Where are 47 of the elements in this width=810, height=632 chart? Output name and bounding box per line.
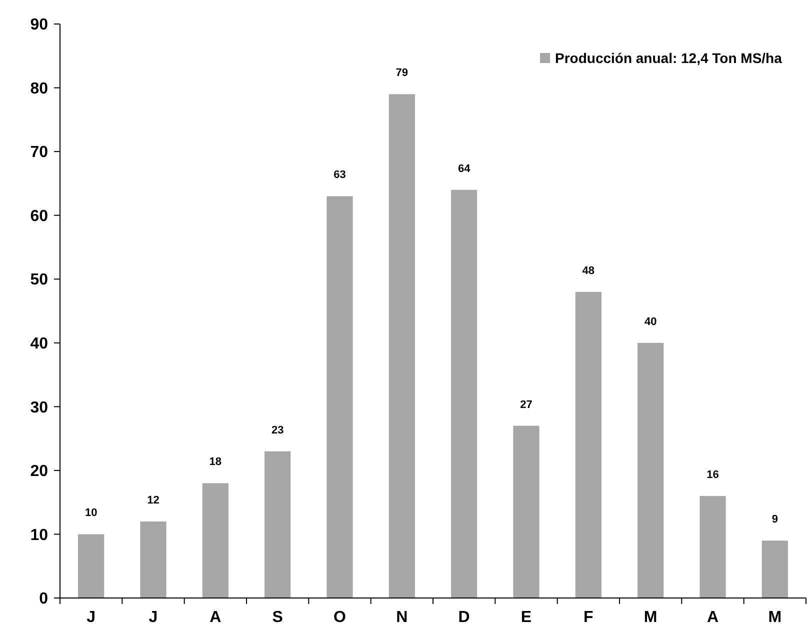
- bar: [140, 521, 166, 598]
- x-tick-label: S: [272, 609, 284, 626]
- bar: [700, 496, 726, 598]
- data-label: 79: [396, 67, 408, 80]
- data-label: 10: [84, 507, 98, 520]
- x-tick-label: J: [86, 609, 96, 626]
- bar: [202, 483, 228, 598]
- x-tick-label: M: [768, 609, 782, 626]
- x-tick-label: A: [706, 609, 719, 626]
- data-label: 18: [209, 456, 222, 468]
- bar: [451, 190, 478, 598]
- data-label: 16: [706, 468, 719, 481]
- bar: [388, 94, 415, 598]
- x-tick-label: A: [210, 609, 222, 626]
- y-tick-label: 60: [30, 208, 48, 225]
- bar: [513, 426, 540, 598]
- data-label: 12: [147, 494, 160, 506]
- x-tick-label: J: [148, 609, 158, 626]
- bar: [78, 534, 104, 598]
- y-tick-label: 80: [30, 80, 48, 98]
- bar: [264, 451, 291, 598]
- y-tick-label: 10: [30, 526, 48, 544]
- data-label: 63: [334, 169, 346, 182]
- data-label: 9: [772, 514, 778, 526]
- y-tick-label: 30: [30, 399, 48, 416]
- data-label: 48: [582, 264, 595, 277]
- y-tick-label: 20: [30, 463, 48, 480]
- x-tick-label: F: [584, 609, 594, 626]
- y-tick-label: 70: [30, 144, 48, 162]
- x-tick-label: M: [644, 609, 658, 626]
- data-label: 23: [271, 424, 284, 436]
- data-label: 64: [458, 162, 472, 175]
- bar: [575, 292, 602, 598]
- data-label: 27: [520, 398, 532, 411]
- x-tick-label: O: [334, 609, 346, 626]
- y-tick-label: 50: [30, 272, 48, 289]
- y-tick-label: 0: [39, 590, 48, 608]
- legend-label: Producción anual: 12,4 Ton MS/ha: [555, 50, 782, 66]
- bar: [762, 540, 788, 598]
- x-tick-label: N: [396, 609, 408, 626]
- x-tick-label: E: [520, 609, 532, 626]
- data-label: 40: [644, 316, 657, 328]
- y-tick-label: 40: [30, 335, 48, 352]
- x-tick-label: D: [458, 609, 470, 626]
- bar: [638, 342, 664, 598]
- y-tick-label: 90: [30, 16, 48, 34]
- bar: [326, 196, 353, 598]
